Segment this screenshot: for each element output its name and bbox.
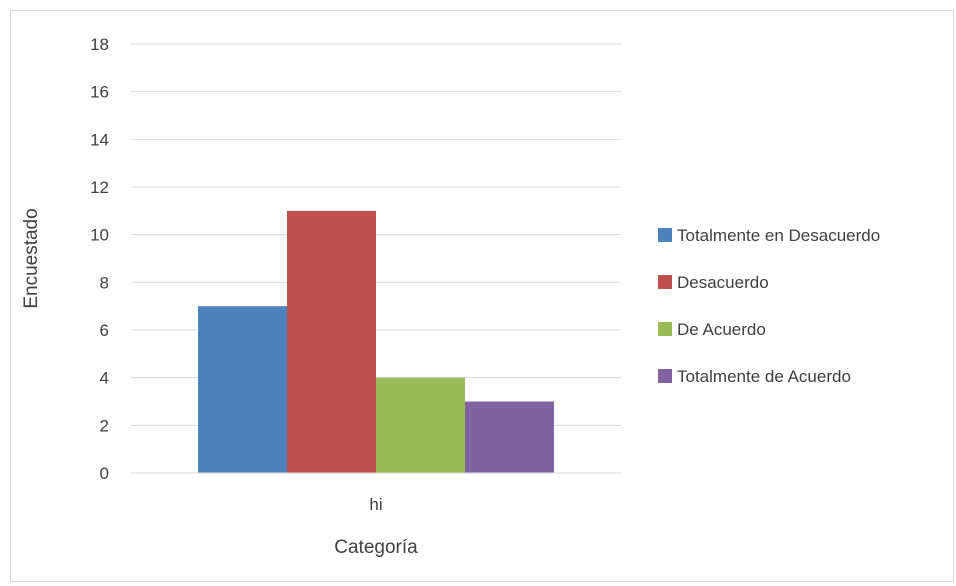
legend-swatch [658,275,672,289]
bar [198,306,287,473]
bar [376,377,465,473]
y-tick-label: 10 [90,226,109,245]
legend-label: De Acuerdo [677,320,766,339]
y-tick-label: 12 [90,178,109,197]
legend: Totalmente en Desacuerdo Desacuerdo De Acu… [658,226,880,386]
chart-frame: 0 2 4 6 8 10 12 14 16 18 hi Encuestado Categoría … [10,10,954,582]
y-tick-label: 6 [100,321,109,340]
y-axis-ticks: 0 2 4 6 8 10 12 14 16 18 [90,35,109,483]
y-tick-label: 8 [100,273,109,292]
y-tick-label: 18 [90,35,109,54]
legend-swatch [658,228,672,242]
legend-label: Totalmente de Acuerdo [677,367,851,386]
x-axis-ticks: hi [369,495,382,514]
y-tick-label: 16 [90,83,109,102]
legend-swatch [658,369,672,383]
bars [198,210,554,474]
bar [465,401,554,473]
x-axis-label: Categoría [334,537,418,558]
legend-swatch [658,322,672,336]
y-tick-label: 14 [90,130,109,149]
legend-label: Totalmente en Desacuerdo [677,226,880,245]
y-axis-label: Encuestado [21,208,42,308]
legend-label: Desacuerdo [677,273,769,292]
y-tick-label: 0 [100,464,109,483]
y-tick-label: 4 [100,369,109,388]
y-tick-label: 2 [100,416,109,435]
bar [287,210,376,474]
x-tick-label: hi [369,495,382,514]
